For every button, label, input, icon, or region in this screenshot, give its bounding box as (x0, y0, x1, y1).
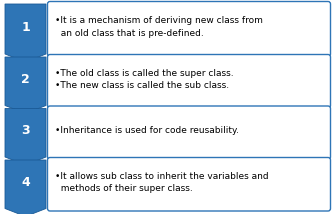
Polygon shape (5, 57, 46, 113)
Text: 4: 4 (21, 176, 30, 189)
Polygon shape (5, 108, 46, 165)
Text: •It is a mechanism of deriving new class from
  an old class that is pre-defined: •It is a mechanism of deriving new class… (55, 16, 263, 38)
Text: •It allows sub class to inherit the variables and
  methods of their super class: •It allows sub class to inherit the vari… (55, 172, 269, 193)
Text: 1: 1 (21, 21, 30, 34)
Text: •Inheritance is used for code reusability.: •Inheritance is used for code reusabilit… (55, 126, 239, 135)
FancyBboxPatch shape (48, 106, 330, 159)
Text: 2: 2 (21, 73, 30, 86)
FancyBboxPatch shape (48, 1, 330, 56)
FancyBboxPatch shape (48, 158, 330, 211)
Polygon shape (5, 160, 46, 214)
FancyBboxPatch shape (48, 55, 330, 108)
Polygon shape (5, 4, 46, 62)
Text: •The old class is called the super class.
•The new class is called the sub class: •The old class is called the super class… (55, 69, 234, 90)
Text: 3: 3 (21, 124, 30, 137)
